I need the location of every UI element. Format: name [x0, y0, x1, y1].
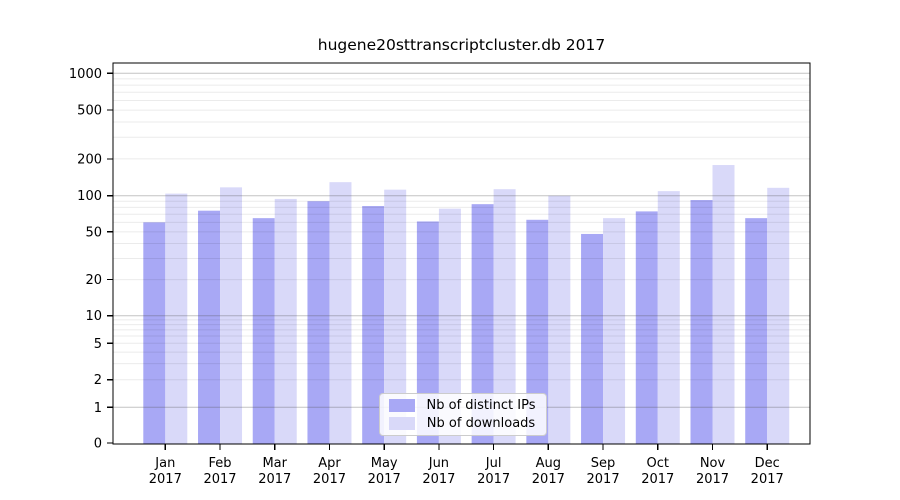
- bar-distinct-ips: [526, 219, 549, 444]
- y-tick-label: 50: [85, 225, 102, 240]
- y-tick-label: 0: [94, 437, 102, 452]
- x-tick-label-month: Dec: [755, 456, 780, 471]
- plot-area: [112, 62, 811, 445]
- x-tick-label-month: Mar: [262, 456, 287, 471]
- x-tick-label-month: Aug: [536, 456, 561, 471]
- x-tick-label-year: 2017: [422, 472, 455, 487]
- bar-downloads: [548, 195, 571, 444]
- y-tick-label: 5: [94, 337, 102, 352]
- bar-distinct-ips: [307, 201, 330, 444]
- x-tick-label-year: 2017: [696, 472, 729, 487]
- legend-label-downloads: Nb of downloads: [426, 415, 536, 431]
- x-tick-label-month: Jan: [154, 456, 175, 471]
- y-tick-label: 1000: [69, 67, 102, 82]
- bar-distinct-ips: [198, 210, 221, 444]
- bar-distinct-ips: [635, 211, 658, 444]
- chart-title: hugene20sttranscriptcluster.db 2017: [317, 36, 606, 54]
- bar-distinct-ips: [471, 204, 494, 444]
- x-tick-label-year: 2017: [532, 472, 565, 487]
- bar-downloads: [657, 191, 680, 444]
- x-tick-label-year: 2017: [477, 472, 510, 487]
- legend-label-distinct-ips: Nb of distinct IPs: [426, 398, 536, 414]
- bar-distinct-ips: [143, 222, 166, 444]
- bar-distinct-ips: [745, 218, 768, 444]
- x-tick-label-month: Apr: [318, 456, 341, 471]
- bar-downloads: [767, 187, 790, 444]
- bar-downloads: [493, 189, 516, 444]
- bar-distinct-ips: [362, 206, 385, 444]
- x-tick-label-year: 2017: [751, 472, 784, 487]
- legend-entry-downloads: Nb of downloads: [389, 416, 537, 431]
- x-tick-label-year: 2017: [587, 472, 620, 487]
- legend-swatch-downloads: [389, 416, 415, 430]
- x-tick-label-year: 2017: [203, 472, 236, 487]
- bar-downloads: [384, 189, 407, 444]
- x-tick-label-year: 2017: [313, 472, 346, 487]
- x-tick-label-month: Sep: [591, 456, 616, 471]
- bar-downloads: [438, 208, 461, 444]
- y-tick-label: 500: [77, 104, 102, 119]
- bar-distinct-ips: [416, 221, 439, 444]
- y-tick-label: 200: [77, 152, 102, 167]
- x-tick-label-month: May: [371, 456, 398, 471]
- y-tick-label: 10: [85, 309, 102, 324]
- bar-downloads: [220, 187, 243, 444]
- y-tick-label: 2: [94, 373, 102, 388]
- bar-distinct-ips: [581, 233, 604, 444]
- bar-downloads: [329, 182, 352, 444]
- x-tick-label-month: Nov: [700, 456, 726, 471]
- x-tick-label-month: Jul: [485, 456, 502, 471]
- y-tick-label: 1: [94, 401, 102, 416]
- legend: Nb of distinct IPs Nb of downloads: [379, 393, 547, 436]
- x-tick-label-year: 2017: [368, 472, 401, 487]
- x-tick-label-month: Jun: [428, 456, 449, 471]
- bar-downloads: [603, 218, 626, 444]
- bar-downloads: [712, 165, 735, 445]
- bar-downloads: [274, 198, 297, 444]
- legend-swatch-distinct-ips: [389, 399, 415, 413]
- bar-distinct-ips: [690, 200, 713, 444]
- x-tick-label-year: 2017: [641, 472, 674, 487]
- x-tick-label-year: 2017: [258, 472, 291, 487]
- x-tick-label-month: Feb: [209, 456, 232, 471]
- y-tick-label: 100: [77, 189, 102, 204]
- legend-entry-distinct-ips: Nb of distinct IPs: [389, 398, 537, 413]
- x-tick-label-year: 2017: [149, 472, 182, 487]
- bar-distinct-ips: [252, 218, 275, 444]
- bar-downloads: [165, 193, 188, 444]
- y-tick-label: 20: [85, 273, 102, 288]
- x-tick-label-month: Oct: [647, 456, 669, 471]
